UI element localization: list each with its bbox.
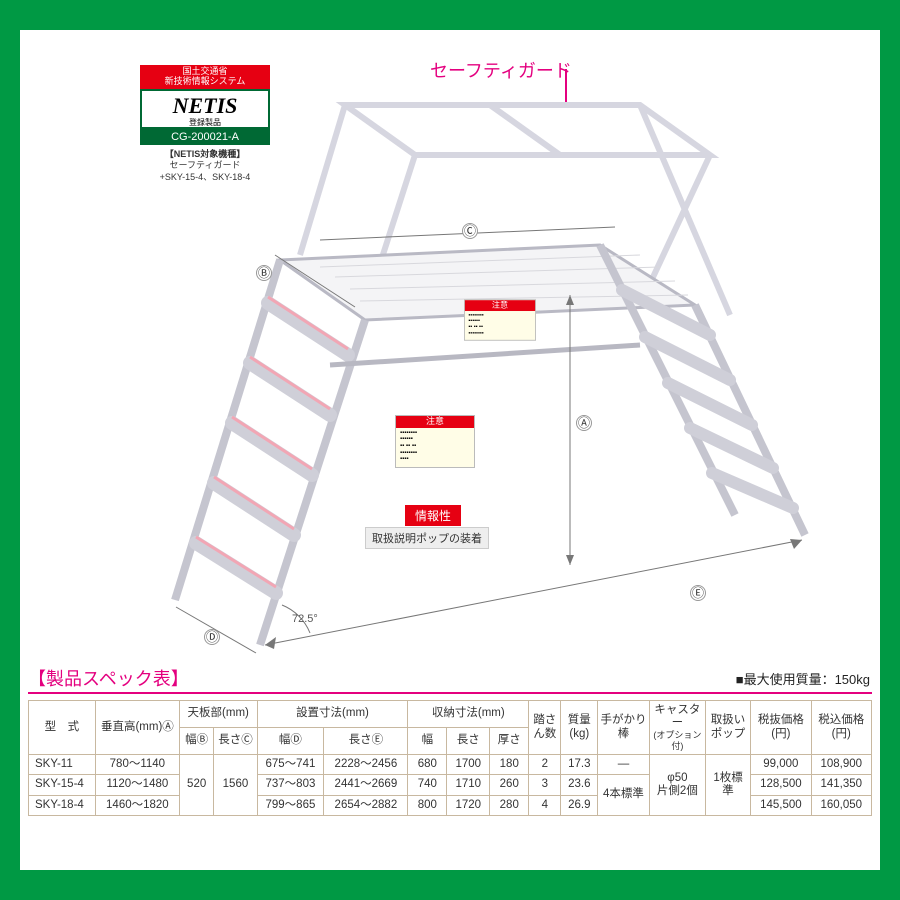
table-row: SKY-11 780～1140 520 1560 675～7412228～245…	[29, 755, 872, 775]
max-load: ■最大使用質量：150kg	[736, 669, 870, 688]
dim-a: Ⓐ	[576, 415, 592, 431]
ladder-illustration	[170, 45, 810, 655]
spec-section: 【製品スペック表】 ■最大使用質量：150kg 型 式 垂直高(mm)Ⓐ 天板部…	[28, 665, 872, 816]
dim-d: Ⓓ	[204, 629, 220, 645]
info-caption: 取扱説明ポップの装着	[365, 527, 489, 549]
info-tag-upper: 注意 ▪▪▪▪▪▪▪▪▪▪▪▪▪▪▪▪ ▪▪ ▪▪▪▪▪▪▪▪▪▪	[464, 299, 536, 341]
spec-heading: 【製品スペック表】	[28, 665, 191, 694]
dim-e: Ⓔ	[690, 585, 706, 601]
dim-b: Ⓑ	[256, 265, 272, 281]
spec-table: 型 式 垂直高(mm)Ⓐ 天板部(mm) 設置寸法(mm) 収納寸法(mm) 踏…	[28, 700, 872, 816]
product-diagram: セーフティガード 国土交通省新技術情報システム NETIS登録製品 CG-200…	[170, 45, 810, 655]
info-badge: 情報性	[405, 505, 461, 526]
info-tag-lower: 注意 ▪▪▪▪▪▪▪▪▪▪▪▪▪▪▪▪ ▪▪ ▪▪▪▪▪▪▪▪▪▪▪▪▪▪	[395, 415, 475, 468]
angle-label: 72.5°	[292, 613, 318, 625]
dim-c: Ⓒ	[462, 223, 478, 239]
